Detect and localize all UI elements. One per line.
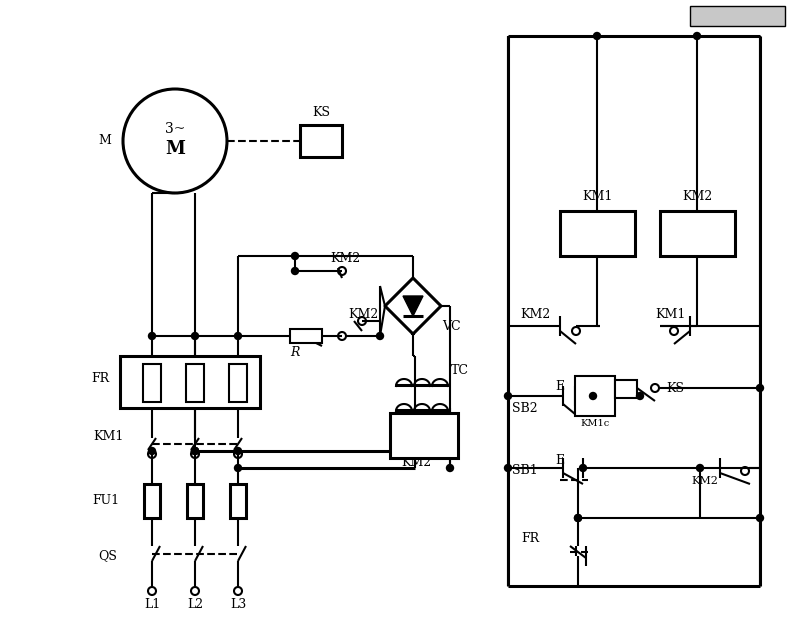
Text: FU1: FU1 [92, 495, 120, 508]
Text: L2: L2 [187, 597, 203, 610]
Bar [290, 329, 322, 343]
Text: E: E [556, 379, 565, 393]
Polygon shape [403, 296, 423, 316]
Circle shape [234, 464, 241, 471]
Text: SB2: SB2 [512, 401, 538, 414]
Text: KM1: KM1 [93, 429, 123, 443]
Circle shape [504, 464, 511, 471]
Circle shape [504, 393, 511, 399]
Text: L3: L3 [230, 597, 246, 610]
Bar [230, 484, 246, 518]
Circle shape [148, 332, 156, 339]
Text: SB1: SB1 [512, 464, 538, 478]
Text: E: E [556, 454, 565, 468]
Text: KM2: KM2 [348, 307, 378, 321]
Bar [660, 211, 735, 256]
Circle shape [291, 267, 299, 274]
Text: QS: QS [98, 550, 118, 563]
Circle shape [757, 384, 764, 391]
Bar [615, 380, 637, 398]
Circle shape [234, 448, 241, 454]
Text: FR: FR [91, 371, 109, 384]
Circle shape [191, 448, 198, 454]
Circle shape [376, 332, 384, 339]
Circle shape [696, 464, 703, 471]
Text: 3~: 3~ [165, 122, 185, 136]
Text: KM2: KM2 [682, 190, 712, 203]
Bar [575, 376, 615, 416]
Circle shape [575, 515, 581, 521]
Circle shape [575, 515, 581, 521]
Text: n: n [622, 379, 629, 389]
Circle shape [589, 393, 596, 399]
Text: KM1c: KM1c [580, 419, 610, 428]
Text: KM2: KM2 [330, 252, 360, 265]
Text: VC: VC [441, 319, 461, 332]
Text: KM1: KM1 [582, 190, 612, 203]
Circle shape [580, 464, 587, 471]
Text: KM1: KM1 [655, 307, 685, 321]
Circle shape [148, 448, 156, 454]
Circle shape [191, 448, 198, 454]
Text: KM2: KM2 [401, 456, 431, 470]
Bar [143, 364, 161, 402]
Bar [187, 484, 203, 518]
Text: M: M [98, 135, 111, 148]
Circle shape [191, 448, 198, 454]
Circle shape [191, 332, 198, 339]
Text: M: M [165, 140, 185, 158]
Bar [144, 484, 160, 518]
Circle shape [291, 252, 299, 260]
Bar [186, 364, 204, 402]
Circle shape [637, 393, 643, 399]
Text: TC: TC [451, 364, 469, 377]
Circle shape [446, 464, 453, 471]
Bar [690, 6, 785, 26]
Text: FR: FR [521, 531, 539, 545]
Text: KM2: KM2 [692, 476, 719, 486]
Bar [229, 364, 247, 402]
Text: KS: KS [666, 381, 684, 394]
Text: KS: KS [312, 106, 330, 120]
Bar [120, 356, 260, 408]
Circle shape [757, 515, 764, 521]
Text: L1: L1 [144, 597, 160, 610]
Bar [390, 413, 458, 458]
Bar [300, 125, 342, 157]
Bar [560, 211, 635, 256]
Circle shape [234, 332, 241, 339]
Circle shape [693, 33, 700, 39]
Text: R: R [291, 347, 299, 359]
Circle shape [593, 33, 600, 39]
Text: KM2: KM2 [520, 307, 550, 321]
